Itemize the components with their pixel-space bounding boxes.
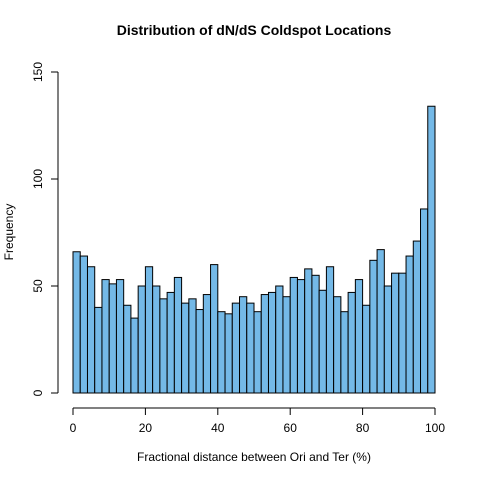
x-tick-label: 100 [425, 421, 445, 435]
x-axis: 0 20 40 60 80 100 [70, 407, 445, 435]
histogram-bar [86, 266, 96, 394]
y-axis: 0 50 100 150 [31, 62, 59, 396]
histogram-bar [267, 291, 277, 394]
histogram-bar [152, 285, 161, 394]
y-axis-label: Frequency [2, 204, 16, 261]
histogram-bar [369, 259, 378, 394]
y-tick-label: 150 [31, 62, 45, 82]
x-tick-label: 0 [70, 421, 77, 435]
histogram-bar [239, 296, 248, 394]
histogram-bar [188, 298, 197, 394]
histogram-bar [144, 266, 154, 394]
histogram-bar [137, 285, 146, 394]
x-axis-label: Fractional distance between Ori and Ter … [137, 450, 371, 464]
histogram-bar [318, 289, 327, 394]
histogram-bar [166, 291, 175, 394]
histogram-bar [231, 302, 241, 394]
histogram-bar [195, 309, 204, 394]
histogram-bar [159, 298, 168, 394]
histogram-bar [362, 304, 371, 394]
histogram-bar [246, 302, 255, 394]
histogram-bar [311, 274, 320, 394]
histogram-bar [275, 285, 284, 394]
histogram-bar [115, 279, 125, 394]
histogram-bar [296, 279, 306, 394]
histogram-bar [391, 272, 400, 394]
histogram-bar [412, 240, 422, 394]
y-tick-label: 100 [31, 169, 45, 189]
histogram-bar [383, 285, 393, 394]
y-tick-label: 50 [31, 279, 45, 293]
histogram-bar [210, 264, 219, 394]
histogram-bar [304, 268, 313, 394]
histogram-bar [289, 276, 298, 394]
x-tick-label: 60 [284, 421, 298, 435]
histogram-bar [123, 304, 132, 394]
histogram-bar [376, 249, 385, 394]
x-tick-label: 40 [211, 421, 225, 435]
histogram-bar [79, 255, 88, 394]
y-tick-label: 0 [31, 389, 45, 396]
histogram-bar [354, 279, 364, 394]
chart-title: Distribution of dN/dS Coldspot Locations [117, 22, 392, 38]
bars [72, 105, 436, 394]
histogram-bar [282, 296, 291, 394]
histogram-bar [181, 302, 190, 394]
histogram-bar [224, 313, 233, 394]
histogram-bar [420, 208, 429, 394]
histogram-bar [340, 311, 349, 394]
histogram-bar [260, 294, 269, 394]
histogram-bar [325, 266, 335, 394]
histogram-bar [130, 317, 139, 394]
histogram-bar [202, 294, 212, 394]
x-tick-label: 80 [356, 421, 370, 435]
histogram-bar [333, 296, 342, 394]
histogram-bar [108, 283, 117, 394]
histogram-bar [398, 272, 407, 394]
histogram-bar [217, 311, 226, 394]
histogram-bar [94, 306, 103, 394]
histogram-bar [347, 291, 356, 394]
histogram-bar [72, 251, 81, 394]
histogram-bar [405, 255, 414, 394]
histogram-bar [253, 311, 262, 394]
histogram-bar [173, 276, 183, 394]
histogram-bar [101, 279, 110, 394]
x-tick-label: 20 [139, 421, 153, 435]
histogram-bar [427, 105, 436, 394]
